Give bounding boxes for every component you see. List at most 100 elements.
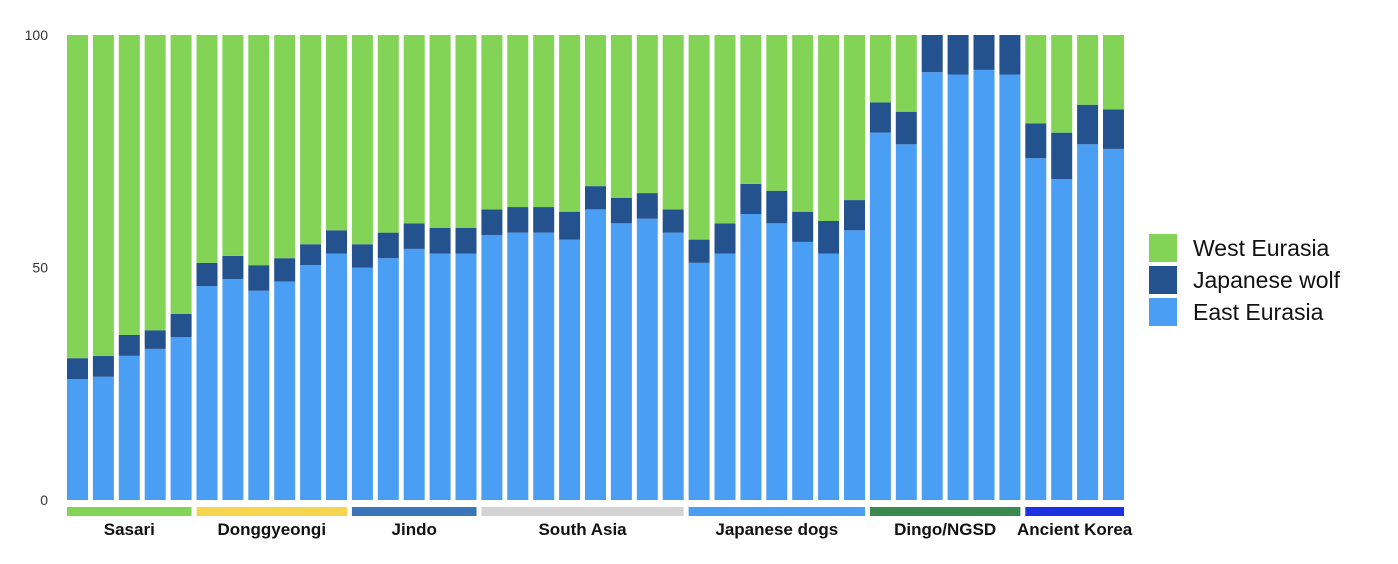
bar-segment — [585, 35, 606, 187]
bar-segment — [740, 214, 762, 500]
bar-segment — [455, 35, 477, 228]
y-tick-label: 0 — [40, 492, 48, 508]
bar-segment — [144, 330, 166, 349]
group-label: Ancient Korea — [1017, 520, 1133, 539]
bar-segment — [326, 230, 347, 254]
bar-segment — [999, 74, 1021, 501]
bar-segment — [351, 267, 373, 500]
bar-segment — [507, 207, 529, 233]
bar-segment — [67, 379, 88, 500]
bar-segment — [585, 209, 606, 501]
bar-segment — [351, 244, 373, 268]
bar-segment — [507, 232, 529, 501]
bar-segment — [714, 253, 736, 500]
bar-segment — [610, 197, 632, 224]
bar-segment — [326, 35, 347, 231]
bar-segment — [377, 258, 399, 500]
y-axis: 0 50 100 — [25, 27, 49, 508]
bar-segment — [636, 35, 658, 194]
group-band — [196, 507, 347, 516]
group-band — [688, 507, 865, 516]
bar-segment — [481, 234, 503, 500]
bar-segment — [118, 35, 140, 335]
bar-segment — [662, 209, 684, 233]
group-label: Sasari — [104, 520, 155, 539]
bar-segment — [274, 281, 296, 500]
bar-segment — [300, 265, 322, 500]
bar-segment — [67, 358, 88, 380]
bar-segment — [688, 35, 710, 240]
bar-segment — [533, 35, 555, 208]
bar-segment — [610, 223, 632, 500]
bar-segment — [610, 35, 632, 198]
legend-swatch — [1149, 266, 1177, 294]
bar-segment — [429, 227, 451, 254]
bar-segment — [481, 35, 503, 210]
bar-segment — [818, 253, 840, 500]
bar-segment — [222, 35, 244, 256]
bar-segment — [429, 35, 451, 228]
bar-segment — [170, 35, 192, 314]
bar-segment — [1077, 144, 1099, 500]
bar-segment — [844, 230, 865, 501]
bar-segment — [274, 258, 296, 282]
bar-segment — [1077, 35, 1099, 105]
bar-segment — [662, 35, 684, 210]
bar-segment — [844, 200, 865, 231]
bar-segment — [999, 35, 1021, 75]
bar-segment — [559, 211, 581, 240]
bar-segment — [895, 144, 917, 500]
bar-segment — [248, 35, 270, 266]
bar-segment — [1103, 35, 1124, 110]
bar-segment — [248, 290, 270, 500]
bar-segment — [351, 35, 373, 245]
bar-segment — [662, 232, 684, 501]
bar-segment — [403, 223, 425, 249]
group-labels: Sasari Donggyeongi Jindo South Asia Japanese… — [67, 507, 1133, 539]
bar-segment — [533, 207, 555, 233]
bar-segment — [585, 186, 606, 210]
bar-segment — [740, 35, 762, 184]
bar-segment — [196, 262, 218, 287]
bar-segment — [1103, 148, 1124, 500]
bar-segment — [766, 35, 788, 191]
bar-segment — [973, 69, 995, 501]
legend-swatch — [1149, 298, 1177, 326]
group-label: Jindo — [392, 520, 437, 539]
bar-segment — [947, 74, 969, 501]
bar-segment — [92, 376, 114, 500]
legend-label: East Eurasia — [1193, 299, 1324, 325]
bar-segment — [1103, 109, 1124, 149]
group-label: Dingo/NGSD — [894, 520, 996, 539]
bar-segment — [792, 241, 814, 501]
bar-segment — [688, 262, 710, 500]
bar-segment — [1051, 179, 1073, 500]
bar-segment — [196, 35, 218, 263]
bar-segment — [766, 223, 788, 500]
bar-segment — [196, 286, 218, 500]
bar-segment — [869, 102, 891, 133]
y-tick-label: 50 — [32, 260, 48, 276]
bar-segment — [1025, 35, 1047, 124]
bar-segment — [869, 132, 891, 500]
bar-segment — [533, 232, 555, 501]
bar-segment — [222, 255, 244, 280]
bar-segment — [92, 355, 114, 377]
bar-segment — [248, 265, 270, 291]
bar-segment — [377, 232, 399, 259]
legend-label: Japanese wolf — [1193, 267, 1341, 293]
bar-segment — [921, 72, 943, 500]
bar-segment — [118, 355, 140, 500]
bar-segment — [895, 111, 917, 145]
group-band — [351, 507, 477, 516]
group-band — [1025, 507, 1124, 516]
bar-segment — [300, 244, 322, 266]
bar-segment — [67, 35, 88, 359]
bar-segment — [869, 35, 891, 103]
bar-segment — [818, 35, 840, 221]
y-tick-label: 100 — [25, 27, 49, 43]
bar-segment — [326, 253, 347, 500]
bar-segment — [688, 239, 710, 263]
bar-segment — [403, 248, 425, 500]
bar-segment — [170, 314, 192, 338]
